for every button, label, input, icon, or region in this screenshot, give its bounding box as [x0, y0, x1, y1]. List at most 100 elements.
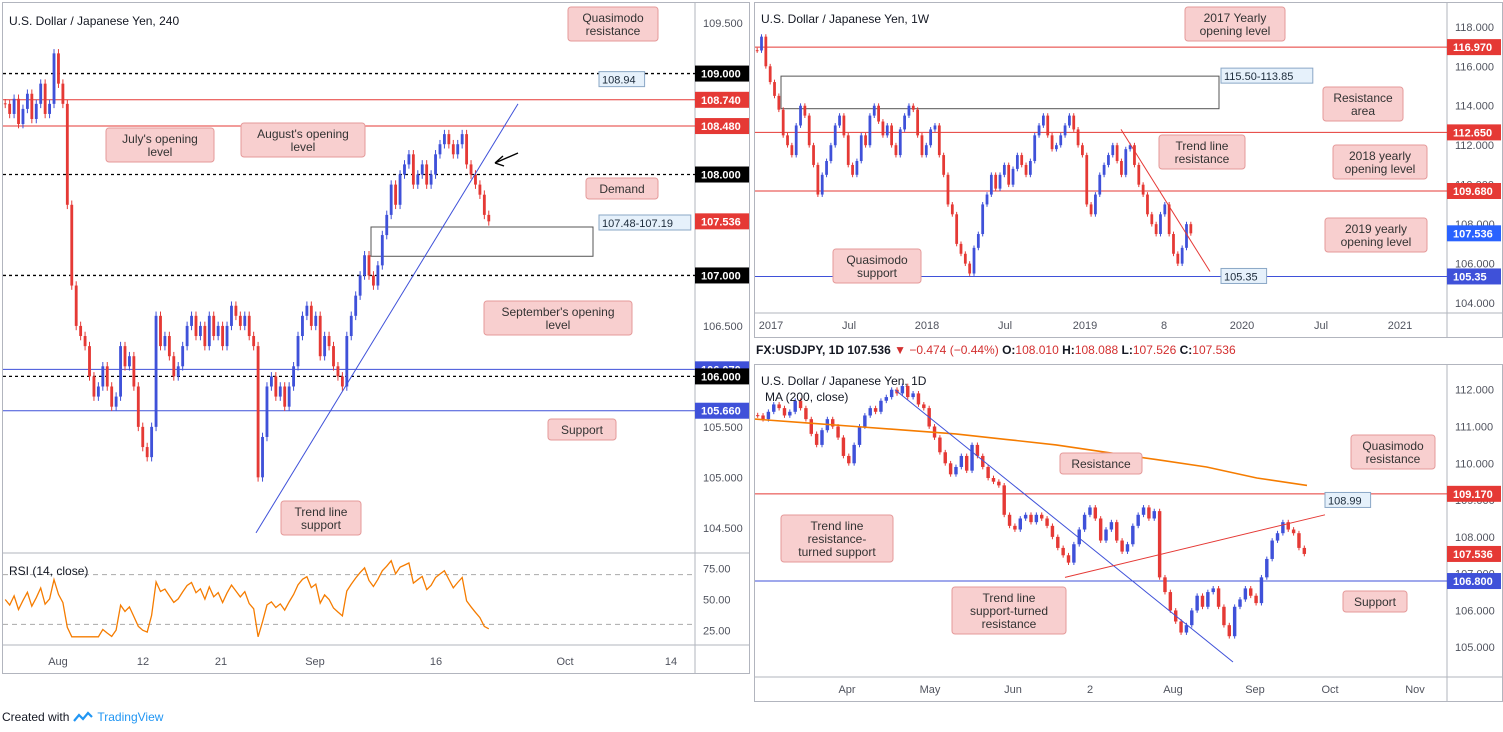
- callout-quasimodo-support-box: [832, 248, 922, 284]
- candle-body: [1115, 145, 1119, 161]
- candle-body: [804, 408, 808, 420]
- candle-body: [777, 404, 781, 409]
- candle-body: [487, 214, 491, 222]
- h4-level-badge: [695, 402, 749, 419]
- daily-x-tick-label: Nov: [1405, 684, 1425, 696]
- candle-body: [846, 135, 850, 165]
- candle-body: [3, 103, 7, 105]
- daily-tag-108-99: 108.99: [1328, 495, 1362, 507]
- candle-body: [877, 105, 880, 122]
- weekly-x-tick-label: Jul: [998, 320, 1012, 332]
- daily-chart[interactable]: 112.000111.000110.000109.000108.000107.0…: [755, 365, 1502, 701]
- candle-body: [442, 134, 446, 145]
- weekly-tag-105-35: 105.35: [1224, 271, 1258, 283]
- candle-body: [1063, 125, 1067, 136]
- h4-level-badge: [695, 166, 749, 183]
- high-label: H:: [1062, 343, 1075, 357]
- candle-body: [150, 426, 154, 458]
- candle-body: [30, 93, 34, 119]
- candle-body: [938, 437, 942, 453]
- candle-body: [994, 174, 998, 189]
- candle-body: [21, 108, 25, 125]
- h4-chart[interactable]: 109.500109.000108.500108.000107.500107.0…: [3, 3, 749, 673]
- daily-x-tick-label: May: [920, 684, 941, 696]
- candle-body: [407, 154, 411, 165]
- candle-body: [39, 83, 43, 104]
- daily-level-label: 107.536: [1453, 549, 1493, 561]
- weekly-level-label: 107.536: [1453, 228, 1493, 240]
- candle-body: [955, 214, 959, 244]
- candle-body: [17, 98, 20, 125]
- rsi-line: [4, 559, 490, 638]
- candle-body: [380, 235, 384, 266]
- h4-tag-demand-box: [598, 214, 692, 231]
- rsi-y-tick-label: 25.00: [703, 626, 731, 638]
- candle-body: [1249, 588, 1253, 596]
- h4-chart-panel[interactable]: 109.500109.000108.500108.000107.500107.0…: [2, 2, 750, 674]
- daily-x-tick-label: Sep: [1245, 684, 1265, 696]
- candle-body: [216, 325, 220, 337]
- candle-body: [879, 400, 883, 412]
- candle-body: [1128, 145, 1132, 150]
- candle-body: [1141, 184, 1145, 195]
- candle-body: [34, 103, 38, 119]
- callout-july-opening-box: [105, 127, 215, 163]
- candle-body: [190, 315, 193, 326]
- weekly-resistance-zone: [780, 75, 1220, 110]
- candle-body: [986, 466, 990, 479]
- candle-body: [788, 411, 792, 416]
- daily-x-tick-label: Oct: [1321, 684, 1338, 696]
- candle-body: [394, 184, 398, 205]
- candle-body: [799, 105, 802, 126]
- daily-chart-panel[interactable]: 112.000111.000110.000109.000108.000107.0…: [754, 364, 1503, 702]
- weekly-y-tick-label: 116.000: [1455, 61, 1494, 73]
- h4-level-badge: [695, 118, 749, 135]
- candle-body: [1020, 155, 1024, 165]
- candle-body: [975, 444, 980, 456]
- callout-july-opening: July's opening: [122, 132, 198, 146]
- weekly-level-badge: [1447, 268, 1501, 285]
- candle-body: [1088, 507, 1092, 515]
- candle-body: [1291, 529, 1296, 534]
- h4-x-tick-label: Sep: [305, 656, 325, 668]
- callout-demand-box: [585, 177, 659, 200]
- candle-body: [906, 386, 910, 398]
- candle-body: [61, 83, 65, 104]
- callout-resistance-area-box: [1322, 86, 1404, 122]
- callout-july-opening: level: [148, 145, 173, 159]
- candle-body: [981, 204, 985, 235]
- callout-support-daily: Support: [1354, 595, 1397, 609]
- close-label: C:: [1179, 343, 1193, 357]
- candle-body: [292, 366, 296, 387]
- candle-body: [898, 129, 902, 156]
- candle-body: [1200, 595, 1205, 607]
- low-label: L:: [1121, 343, 1133, 357]
- candle-body: [968, 263, 972, 274]
- weekly-chart[interactable]: 118.000116.000114.000112.000110.000108.0…: [755, 3, 1502, 337]
- candle-body: [132, 356, 136, 387]
- h4-tag-108-94: 108.94: [602, 75, 636, 87]
- candle-body: [332, 346, 335, 367]
- candle-body: [420, 164, 424, 175]
- candle-body: [851, 164, 854, 175]
- candle-body: [809, 419, 813, 434]
- tradingview-brand[interactable]: TradingView: [97, 710, 164, 724]
- candle-body: [852, 444, 856, 464]
- weekly-x-tick-label: 2020: [1230, 320, 1254, 332]
- weekly-chart-panel[interactable]: 118.000116.000114.000112.000110.000108.0…: [754, 2, 1503, 338]
- candle-body: [1059, 135, 1063, 146]
- candle-body: [868, 115, 872, 146]
- candle-body: [1146, 194, 1149, 215]
- candle-body: [922, 404, 926, 409]
- candle-body: [1189, 224, 1193, 234]
- candle-body: [1222, 606, 1226, 626]
- weekly-level-badge: [1447, 39, 1501, 56]
- candle-body: [203, 325, 207, 347]
- candle-body: [301, 315, 304, 337]
- candle-body: [881, 121, 885, 136]
- callout-trendline-resistance-turned-support: turned support: [798, 545, 876, 559]
- weekly-y-tick-label: 112.000: [1455, 140, 1494, 152]
- candle-body: [482, 194, 486, 215]
- candle-body: [825, 161, 828, 175]
- weekly-x-tick-label: 2021: [1388, 320, 1412, 332]
